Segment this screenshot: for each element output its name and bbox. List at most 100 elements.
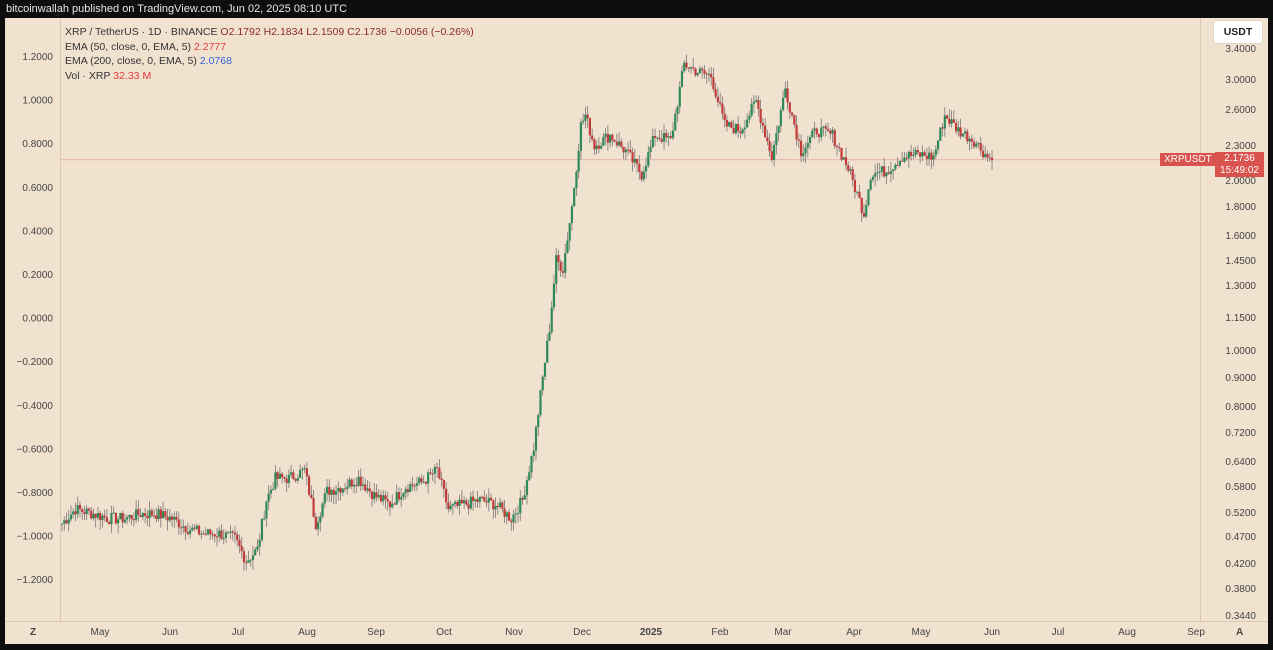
candle-body <box>507 512 511 521</box>
candle-body <box>328 486 331 495</box>
candle-body <box>786 88 789 103</box>
candle-body <box>117 519 120 524</box>
candle-body <box>851 169 854 180</box>
candle-body <box>712 77 715 90</box>
candle-body <box>620 141 623 147</box>
candle-body <box>177 519 180 528</box>
candle-body <box>939 127 942 141</box>
candle-body <box>696 73 699 76</box>
candle-body <box>247 560 250 563</box>
candle-body <box>981 150 985 158</box>
candle-body <box>496 506 499 508</box>
candle-body <box>896 164 899 166</box>
candle-body <box>528 472 531 481</box>
chart-area[interactable]: 1.2000 1.0000 0.8000 0.6000 0.4000 0.2000 0.00… <box>5 18 1268 644</box>
candle-body <box>961 133 964 137</box>
candle-body <box>78 504 82 510</box>
candle-body <box>984 154 987 158</box>
candle-body <box>829 130 832 134</box>
candle-body <box>510 520 513 523</box>
candle-body <box>575 171 578 189</box>
candle-body <box>928 152 931 159</box>
candle-body <box>406 489 410 492</box>
candle-body <box>427 472 430 484</box>
candle-body <box>404 489 407 494</box>
time-axis-label: Sep <box>367 627 385 638</box>
candle-body <box>415 483 419 486</box>
candle-body <box>660 138 663 142</box>
candle-body <box>658 137 661 139</box>
right-axis-tick-label: 1.0000 <box>1225 346 1256 357</box>
candle-body <box>418 478 421 484</box>
candle-body <box>667 136 670 138</box>
candle-body <box>153 515 156 517</box>
candle-body <box>743 127 746 130</box>
candle-body <box>409 484 412 492</box>
candle-body <box>784 88 787 98</box>
candle-body <box>63 520 66 524</box>
candle-body <box>312 498 315 517</box>
candle-body <box>465 500 468 505</box>
candle-body <box>820 127 823 138</box>
candle-body <box>678 86 681 107</box>
candle-body <box>869 179 872 190</box>
candle-body <box>577 150 580 172</box>
candle-body <box>474 499 477 502</box>
candle-body <box>148 510 151 519</box>
currency-button[interactable]: USDT <box>1214 21 1262 43</box>
candle-body <box>597 145 600 149</box>
candle-body <box>384 495 387 500</box>
candle-body <box>714 89 717 97</box>
legend-ema200-row[interactable]: EMA (200, close, 0, EMA, 5) 2.0768 <box>65 54 474 69</box>
legend-symbol-row[interactable]: XRP / TetherUS · 1D · BINANCE O2.1792 H2… <box>65 25 474 40</box>
candle-body <box>622 146 625 153</box>
time-axis-label: 2025 <box>640 627 663 638</box>
candle-body <box>905 157 908 159</box>
auto-scale-button[interactable]: A <box>1236 627 1244 638</box>
candle-body <box>184 526 187 533</box>
candle-body <box>204 533 207 535</box>
pair-label: XRP / TetherUS · 1D · BINANCE <box>65 26 218 38</box>
candle-body <box>81 509 84 512</box>
candle-body <box>640 172 643 180</box>
candle-body <box>584 114 587 121</box>
candle-body <box>925 155 928 159</box>
candle-body <box>456 501 459 506</box>
candle-body <box>676 106 679 114</box>
candle-body <box>797 139 800 141</box>
candle-body <box>251 555 255 560</box>
candle-body <box>361 484 365 486</box>
candle-body <box>631 152 634 163</box>
candle-body <box>914 150 917 155</box>
publisher-header: bitcoinwallah published on TradingView.c… <box>0 0 1273 18</box>
right-axis-tick-label: 0.3800 <box>1225 584 1256 595</box>
candle-body <box>883 166 886 177</box>
candle-body <box>579 122 583 151</box>
candle-body <box>469 496 472 509</box>
price-chart[interactable]: 1.2000 1.0000 0.8000 0.6000 0.4000 0.2000 0.00… <box>5 18 1268 644</box>
candle-body <box>254 549 257 556</box>
left-axis-tick-label: −0.6000 <box>17 444 54 455</box>
zoom-reset-button[interactable]: Z <box>30 627 37 638</box>
candle-body <box>894 164 897 170</box>
candle-body <box>844 157 848 166</box>
candle-body <box>770 151 773 160</box>
candle-body <box>388 501 392 508</box>
candle-body <box>651 136 654 148</box>
right-axis-tick-label: 0.4700 <box>1225 532 1256 543</box>
candle-body <box>975 143 978 147</box>
candle-body <box>436 466 439 469</box>
candle-body <box>813 128 816 131</box>
candle-body <box>505 512 508 517</box>
candle-body <box>175 516 178 520</box>
candle-body <box>489 497 493 501</box>
legend-volume-row[interactable]: Vol · XRP 32.33 M <box>65 69 474 84</box>
candle-body <box>543 362 547 377</box>
right-axis-tick-label: 1.8000 <box>1225 202 1256 213</box>
candle-body <box>166 516 169 521</box>
candle-body <box>265 501 268 519</box>
candle-body <box>260 519 264 541</box>
candle-body <box>604 133 607 137</box>
legend-ema50-row[interactable]: EMA (50, close, 0, EMA, 5) 2.2777 <box>65 40 474 55</box>
candle-body <box>685 62 688 68</box>
